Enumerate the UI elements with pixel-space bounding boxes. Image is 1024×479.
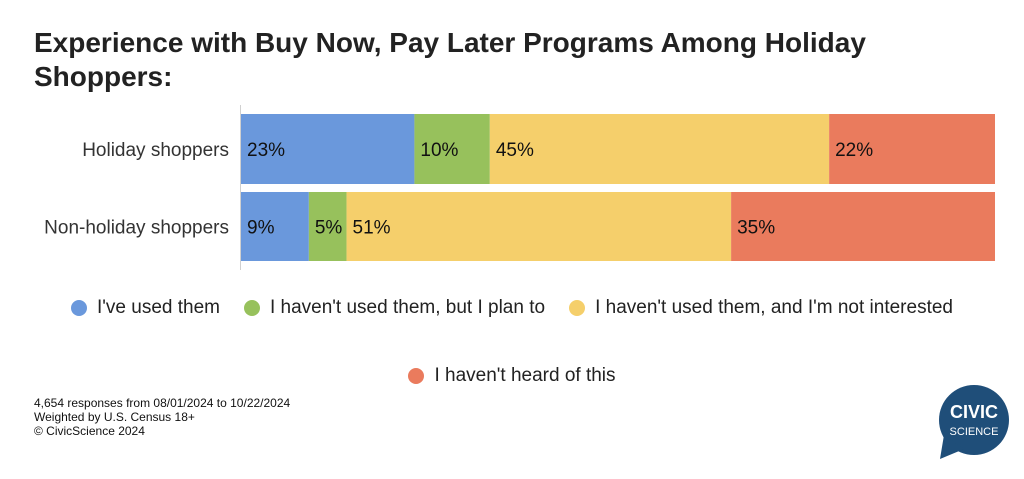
data-label: 9% xyxy=(247,218,275,239)
legend-item: I've used them xyxy=(71,296,220,320)
logo-text-science: SCIENCE xyxy=(950,426,999,438)
legend-swatch xyxy=(243,300,260,316)
legend-item: I haven't used them, but I plan to xyxy=(243,296,546,320)
legend-label: I've used them xyxy=(97,297,220,318)
bar-segment xyxy=(489,114,830,184)
footnote-copyright: © CivicScience 2024 xyxy=(34,424,145,438)
civicscience-logo: CIVIC SCIENCE xyxy=(939,385,1009,459)
data-label: 45% xyxy=(496,140,534,161)
bar-segment xyxy=(241,114,415,184)
data-label: 22% xyxy=(835,140,873,161)
footnote: 4,654 responses from 08/01/2024 to 10/22… xyxy=(34,396,290,438)
logo-bubble xyxy=(939,385,1009,455)
footnote-responses: 4,654 responses from 08/01/2024 to 10/22… xyxy=(34,396,291,410)
bar-segment xyxy=(308,192,347,261)
category-label: Holiday shoppers xyxy=(82,140,229,161)
legend-swatch xyxy=(71,300,87,316)
legend-swatch xyxy=(408,368,425,384)
logo-text-civic: CIVIC xyxy=(950,402,998,422)
legend-item: I haven't heard of this xyxy=(408,364,616,388)
data-label: 51% xyxy=(353,218,391,239)
legend-label: I haven't heard of this xyxy=(434,365,616,386)
bar-segment xyxy=(241,192,309,261)
bar-segment xyxy=(829,114,995,184)
stacked-bar-chart: Holiday shoppers 23% 10% 45% 22% Non-holiday … xyxy=(44,105,995,270)
bar-segment xyxy=(414,114,490,184)
logo-bubble-tail xyxy=(940,435,964,459)
legend-label: I haven't used them, and I'm not interes… xyxy=(595,297,953,318)
legend-item: I haven't used them, and I'm not interes… xyxy=(569,296,953,320)
footnote-weighting: Weighted by U.S. Census 18+ xyxy=(34,410,195,424)
chart-title: Experience with Buy Now, Pay Later Progr… xyxy=(34,27,866,92)
data-label: 10% xyxy=(420,140,458,161)
chart-legend: I've used them I haven't used them, but I… xyxy=(0,296,1024,388)
data-label: 23% xyxy=(247,140,285,161)
legend-swatch xyxy=(569,300,586,316)
data-label: 5% xyxy=(315,218,343,239)
bar-segment xyxy=(346,192,732,261)
category-label: Non-holiday shoppers xyxy=(44,218,229,239)
legend-label: I haven't used them, but I plan to xyxy=(269,297,546,318)
data-label: 35% xyxy=(737,218,775,239)
bar-segment xyxy=(731,192,995,261)
